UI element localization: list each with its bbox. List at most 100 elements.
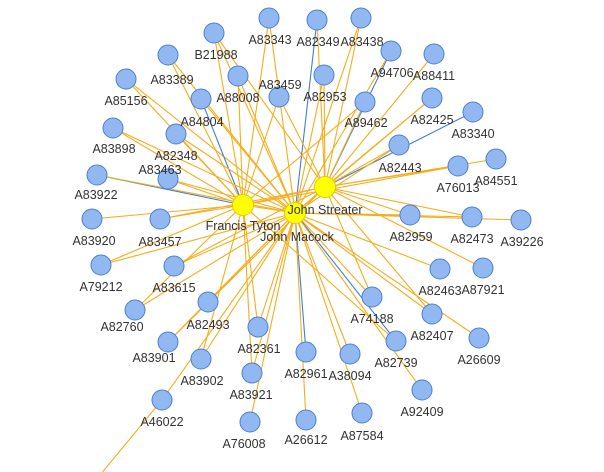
node-a82953[interactable] xyxy=(313,64,335,86)
node-label: A83902 xyxy=(180,374,223,388)
node-label: A82739 xyxy=(374,356,417,370)
node-label: A82443 xyxy=(378,161,421,175)
node-b21988[interactable] xyxy=(203,22,225,44)
node-a83463[interactable] xyxy=(157,168,179,190)
node-a87584[interactable] xyxy=(351,402,373,424)
node-a82473[interactable] xyxy=(461,206,483,228)
node-a76013[interactable] xyxy=(447,155,469,177)
node-a82349[interactable] xyxy=(306,9,328,31)
node-label: A82361 xyxy=(237,342,280,356)
node-a83438[interactable] xyxy=(350,7,372,29)
node-label: B21988 xyxy=(194,48,237,62)
edge-n21-macock xyxy=(96,174,296,214)
node-a82493[interactable] xyxy=(197,291,219,313)
edge-n41-macock xyxy=(294,212,397,342)
edge-n05-macock xyxy=(294,50,392,214)
node-label: A83340 xyxy=(451,127,494,141)
edge-n40-macock xyxy=(294,212,351,355)
edge-n11-streater xyxy=(323,74,326,188)
edge-n29-streater xyxy=(173,186,326,267)
edge-n44-macock xyxy=(294,212,423,391)
node-a88411[interactable] xyxy=(423,43,445,65)
node-a85156[interactable] xyxy=(115,68,137,90)
edge-n02-macock xyxy=(268,17,296,214)
node-a84551[interactable] xyxy=(485,148,507,170)
edge-n30-macock xyxy=(294,212,441,270)
node-label: A92409 xyxy=(400,405,443,419)
node-label: A82349 xyxy=(296,35,339,49)
node-label: A82961 xyxy=(284,367,327,381)
node-a88008[interactable] xyxy=(227,65,249,87)
edge-n16-tyton xyxy=(112,127,244,206)
node-a83343[interactable] xyxy=(258,7,280,29)
node-a94706[interactable] xyxy=(380,40,402,62)
edge-n04-macock xyxy=(294,17,362,214)
node-a84804[interactable] xyxy=(190,88,212,110)
node-label: A83343 xyxy=(248,33,291,47)
node-label: A87921 xyxy=(461,283,504,297)
node-a79212[interactable] xyxy=(90,254,112,276)
node-a46022[interactable] xyxy=(151,389,173,411)
node-a26612[interactable] xyxy=(295,409,317,431)
node-a82425[interactable] xyxy=(421,87,443,109)
node-a82463[interactable] xyxy=(429,258,451,280)
hub-node-tyton[interactable] xyxy=(232,194,254,216)
node-a82739[interactable] xyxy=(385,330,407,352)
node-label: A83438 xyxy=(340,35,383,49)
node-a82443[interactable] xyxy=(388,134,410,156)
node-a82959[interactable] xyxy=(399,204,421,226)
node-label: A84804 xyxy=(180,115,223,129)
edge-n08-macock xyxy=(125,78,296,214)
hub-node-macock[interactable] xyxy=(284,202,306,224)
node-a83921[interactable] xyxy=(241,362,263,384)
edge-n04-streater xyxy=(324,17,362,188)
edge-n14-tyton xyxy=(200,98,244,206)
node-label: A82760 xyxy=(100,320,143,334)
node-a83615[interactable] xyxy=(163,255,185,277)
edge-n46-macock xyxy=(249,212,296,423)
node-a89462[interactable] xyxy=(354,91,376,113)
node-a39226[interactable] xyxy=(510,209,532,231)
node-a83389[interactable] xyxy=(157,44,179,66)
node-a83901[interactable] xyxy=(157,331,179,353)
edge-n01-streater xyxy=(213,32,326,188)
node-label: A46022 xyxy=(140,415,183,429)
edge-n12-tyton xyxy=(242,101,366,206)
node-a87921[interactable] xyxy=(472,257,494,279)
node-a82961[interactable] xyxy=(295,341,317,363)
node-a76008[interactable] xyxy=(239,411,261,433)
node-a82361[interactable] xyxy=(247,316,269,338)
node-label: A76008 xyxy=(222,437,265,451)
node-label: A84551 xyxy=(474,174,517,188)
edge-n43-macock xyxy=(251,212,296,374)
node-a83457[interactable] xyxy=(149,208,171,230)
node-a82407[interactable] xyxy=(421,303,443,325)
node-a38094[interactable] xyxy=(339,343,361,365)
edge-n29-macock xyxy=(173,212,296,267)
edge-n32-macock xyxy=(134,212,296,311)
node-a26609[interactable] xyxy=(468,327,490,349)
edge-n09-tyton xyxy=(237,75,244,206)
node-a83902[interactable] xyxy=(190,348,212,370)
node-a83459[interactable] xyxy=(268,86,290,108)
node-label: A83615 xyxy=(152,281,195,295)
node-a83898[interactable] xyxy=(102,117,124,139)
node-a74188[interactable] xyxy=(361,286,383,308)
node-a82348[interactable] xyxy=(165,123,187,145)
node-label: A39226 xyxy=(500,235,543,249)
node-label: A82953 xyxy=(303,90,346,104)
edge-n35-streater xyxy=(324,186,433,315)
node-a83922[interactable] xyxy=(86,164,108,186)
edge-n31-streater xyxy=(324,186,484,269)
node-a82760[interactable] xyxy=(124,299,146,321)
node-label: A83389 xyxy=(150,73,193,87)
node-label: A82959 xyxy=(389,230,432,244)
node-label: A83921 xyxy=(229,388,272,402)
node-a92409[interactable] xyxy=(411,379,433,401)
hub-node-streater[interactable] xyxy=(314,176,336,198)
node-label: A83898 xyxy=(92,142,135,156)
node-a83340[interactable] xyxy=(462,101,484,123)
hub-label: John Macock xyxy=(260,230,334,244)
node-a83920[interactable] xyxy=(81,208,103,230)
